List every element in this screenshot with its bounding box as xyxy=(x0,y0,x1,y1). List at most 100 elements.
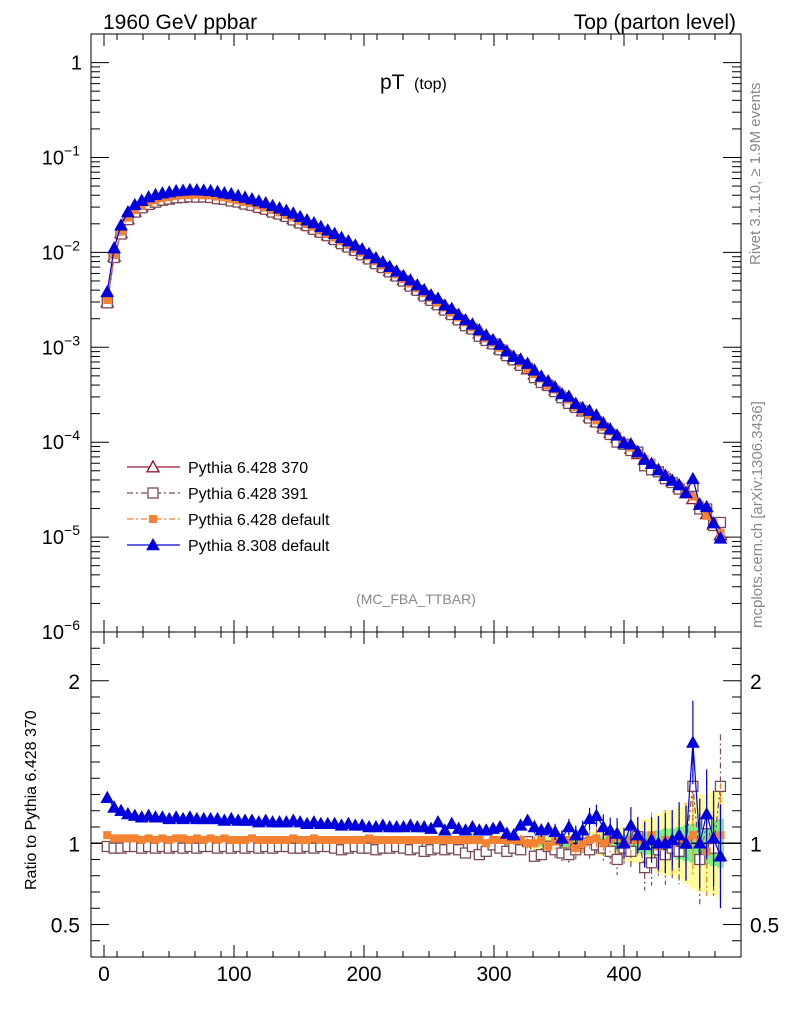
ratio-point-p6def xyxy=(199,836,208,844)
ratio-point-p391 xyxy=(459,847,472,859)
legend-marker-p370 xyxy=(145,459,161,473)
ratio-point-p8def xyxy=(610,826,624,839)
main-point-p8def xyxy=(114,218,128,231)
ratio-y-tick-label-right: 2 xyxy=(750,671,762,694)
ratio-point-p6def xyxy=(571,844,580,853)
ratio-point-p6def xyxy=(254,836,263,844)
ratio-panel-series xyxy=(100,700,728,909)
main-point-p8def xyxy=(651,463,666,476)
main-point-p8def xyxy=(486,332,500,346)
y-tick-label: 10−3 xyxy=(42,332,80,359)
main-point-p8def xyxy=(665,473,680,486)
rivet-version-label: Rivet 3.1.10, ≥ 1.9M events xyxy=(747,83,764,266)
ratio-panel-frame xyxy=(90,631,742,958)
main-point-p6def xyxy=(123,213,132,222)
ratio-point-p6def xyxy=(179,834,188,843)
analysis-label: (MC_FBA_TTBAR) xyxy=(356,591,476,607)
ratio-point-p8def xyxy=(506,828,521,841)
main-point-p8def xyxy=(479,328,494,341)
main-point-p8def xyxy=(686,471,700,485)
ratio-y-tick-label: 0.5 xyxy=(51,915,80,938)
ratio-point-p6def xyxy=(144,834,153,843)
main-point-p8def xyxy=(500,344,514,357)
main-point-p8def xyxy=(410,278,425,291)
x-tick-label: 300 xyxy=(476,963,511,986)
main-point-p8def xyxy=(555,386,569,400)
main-point-p8def xyxy=(369,251,383,264)
header-energy-label: 1960 GeV ppbar xyxy=(103,11,257,34)
main-point-p8def xyxy=(327,226,342,239)
ratio-point-p6def xyxy=(247,834,256,843)
ratio-point-p8def xyxy=(713,849,728,862)
main-point-p8def xyxy=(575,400,590,414)
header-process-label: Top (parton level) xyxy=(574,11,736,34)
ratio-point-p8def xyxy=(692,836,707,849)
x-tick-label: 100 xyxy=(216,963,251,986)
main-point-p6def xyxy=(137,201,146,210)
ratio-point-p6def xyxy=(220,834,229,843)
main-point-p8def xyxy=(307,215,321,229)
ratio-y-tick-label-right: 1 xyxy=(750,833,762,856)
ratio-point-p8def xyxy=(562,819,576,833)
main-point-p6def xyxy=(117,227,126,236)
main-point-p8def xyxy=(513,352,528,365)
ratio-y-axis-label: Ratio to Pythia 6.428 370 xyxy=(23,710,40,890)
main-point-p8def xyxy=(355,242,370,255)
main-point-p8def xyxy=(438,298,452,311)
mcplots-reference-label: mcplots.cern.ch [arXiv:1306.3436] xyxy=(749,401,766,628)
main-point-p8def xyxy=(265,198,280,212)
ratio-point-p8def xyxy=(617,836,631,849)
main-point-p8def xyxy=(520,356,535,369)
ratio-point-p8def xyxy=(493,819,507,833)
main-point-p8def xyxy=(293,209,308,223)
main-point-p8def xyxy=(389,264,404,277)
plot-title-sub: (top) xyxy=(414,76,447,93)
main-point-p8def xyxy=(610,428,624,441)
ratio-point-p8def xyxy=(575,823,590,836)
ratio-point-p391 xyxy=(611,853,623,866)
ratio-point-p8def xyxy=(424,821,438,834)
ratio-point-p6def xyxy=(123,834,132,843)
main-point-p8def xyxy=(582,403,597,416)
main-point-p8def xyxy=(313,219,328,233)
main-point-p8def xyxy=(713,531,728,544)
ratio-point-p8def xyxy=(114,803,128,817)
y-tick-label: 1 xyxy=(71,53,82,75)
ratio-point-p8def xyxy=(603,823,618,836)
ratio-point-p6def xyxy=(227,836,236,844)
main-point-p8def xyxy=(444,301,459,314)
main-point-p6def xyxy=(185,191,194,200)
main-point-p8def xyxy=(527,363,542,376)
legend-label-p391: Pythia 6.428 391 xyxy=(188,486,308,503)
y-tick-label: 10−6 xyxy=(42,617,80,644)
ratio-point-p6def xyxy=(427,836,436,844)
ratio-y-tick-label: 1 xyxy=(68,833,80,856)
main-point-p8def xyxy=(624,437,638,450)
ratio-point-p6def xyxy=(502,836,511,844)
y-tick-label: 10−1 xyxy=(42,142,80,169)
y-tick-label: 10−2 xyxy=(42,237,80,264)
ratio-point-p8def xyxy=(686,735,700,748)
ratio-point-p6def xyxy=(172,834,181,843)
ratio-point-p6def xyxy=(592,834,601,843)
legend-marker-p6def xyxy=(149,515,157,523)
ratio-point-p6def xyxy=(289,834,298,843)
ratio-point-p8def xyxy=(541,821,556,834)
main-point-p8def xyxy=(589,408,604,421)
main-point-p8def xyxy=(562,389,576,402)
main-point-p8def xyxy=(341,234,356,247)
ratio-point-p8def xyxy=(644,832,659,846)
ratio-point-p6def xyxy=(551,837,560,846)
main-point-p8def xyxy=(348,238,363,251)
y-tick-label: 10−4 xyxy=(42,427,80,454)
main-point-p8def xyxy=(300,213,314,226)
legend-marker-p8def xyxy=(146,537,160,551)
ratio-point-p6def xyxy=(537,836,546,844)
main-point-p8def xyxy=(465,317,480,330)
ratio-point-p6def xyxy=(206,834,215,843)
main-point-p6def xyxy=(103,295,112,304)
ratio-point-p8def xyxy=(699,806,714,820)
legend-label-p6def: Pythia 6.428 default xyxy=(188,512,330,529)
main-point-p8def xyxy=(107,241,121,254)
